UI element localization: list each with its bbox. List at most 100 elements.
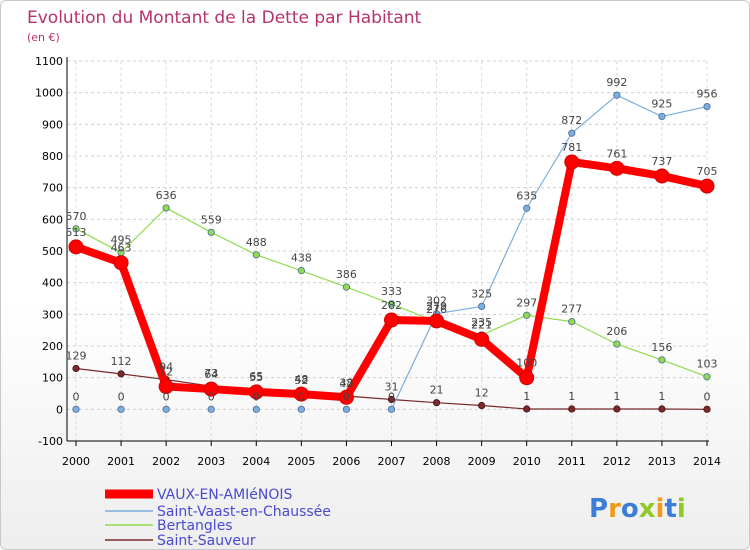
- legend-entry: VAUX-EN-AMIéNOIS: [157, 487, 293, 503]
- data-label: 72: [159, 366, 173, 379]
- data-point: [68, 239, 84, 255]
- data-label: 705: [697, 165, 718, 178]
- logo-letter: r: [608, 494, 621, 524]
- data-point: [384, 312, 399, 328]
- y-tick-label: 800: [42, 150, 63, 163]
- data-point: [387, 300, 396, 308]
- x-tick-label: 2012: [603, 455, 631, 468]
- data-point: [429, 313, 445, 329]
- data-label: 73: [204, 367, 218, 380]
- data-label: 0: [298, 390, 305, 403]
- chart-subtitle: (en €): [27, 31, 60, 44]
- data-point: [568, 318, 576, 326]
- data-label: 21: [430, 384, 444, 397]
- y-tick-label: 1100: [35, 55, 63, 68]
- data-point: [703, 373, 711, 381]
- data-label: 0: [163, 390, 170, 403]
- axes: -100010020030040050060070080090010001100…: [35, 55, 721, 468]
- data-point: [523, 311, 531, 319]
- data-point: [478, 401, 486, 410]
- data-label: 0: [118, 390, 125, 403]
- data-point: [297, 267, 305, 275]
- data-label: 297: [516, 296, 537, 309]
- data-point: [474, 331, 490, 347]
- data-point: [387, 395, 396, 404]
- data-point: [252, 251, 260, 259]
- data-label: 52: [294, 374, 308, 387]
- x-tick-label: 2013: [648, 455, 676, 468]
- x-tick-label: 2007: [378, 455, 406, 468]
- logo-letter: i: [677, 494, 686, 524]
- x-tick-label: 2001: [107, 455, 135, 468]
- data-point: [568, 129, 576, 137]
- data-point: [72, 225, 80, 233]
- data-label: 463: [111, 242, 132, 255]
- data-point: [203, 381, 219, 397]
- data-point: [703, 103, 711, 111]
- x-tick-label: 2003: [197, 455, 225, 468]
- data-point: [523, 405, 531, 413]
- data-label: 235: [471, 316, 492, 329]
- data-label: 0: [253, 390, 260, 403]
- data-label: 781: [561, 141, 582, 154]
- data-label: 925: [651, 97, 672, 110]
- data-point: [72, 364, 80, 373]
- logo-letter: i: [656, 494, 665, 524]
- x-tick-label: 2000: [62, 455, 90, 468]
- data-point: [252, 405, 260, 413]
- x-tick-label: 2011: [558, 455, 586, 468]
- y-tick-label: 300: [42, 308, 63, 321]
- data-label: 100: [516, 357, 537, 370]
- data-label: 386: [336, 268, 357, 281]
- data-label: 282: [381, 299, 402, 312]
- data-point: [519, 370, 535, 386]
- data-label: 438: [291, 252, 312, 265]
- data-label: 221: [471, 318, 492, 331]
- y-tick-label: 600: [42, 213, 63, 226]
- series-line-saint-vaast: [390, 94, 708, 410]
- y-tick-label: 700: [42, 182, 63, 195]
- y-tick-label: 0: [56, 403, 63, 416]
- data-labels: 129 112 94 73 65 52 42 31 21 12 1 1 1 1 0 570 495 636 559 4…: [66, 76, 718, 403]
- data-label: 1: [523, 390, 530, 403]
- data-label: 1: [658, 390, 665, 403]
- data-label: 276: [426, 303, 447, 316]
- y-tick-label: 100: [42, 372, 63, 385]
- data-label: 112: [111, 355, 132, 368]
- data-label: 636: [156, 189, 177, 202]
- data-label: 55: [249, 371, 263, 384]
- x-tick-label: 2006: [332, 455, 360, 468]
- data-point: [338, 389, 354, 405]
- data-label: 129: [66, 349, 87, 362]
- x-tick-label: 2005: [287, 455, 315, 468]
- data-label: 737: [651, 155, 672, 168]
- logo-letter: o: [621, 494, 639, 524]
- data-label: 1: [568, 390, 575, 403]
- data-point: [658, 112, 666, 121]
- data-label: 94: [159, 361, 173, 374]
- data-point: [207, 228, 215, 236]
- y-tick-label: 500: [42, 245, 63, 258]
- data-point: [248, 384, 264, 400]
- data-point: [293, 386, 309, 402]
- data-label: 42: [339, 377, 353, 390]
- data-point: [613, 405, 621, 413]
- data-point: [342, 405, 351, 413]
- data-label: 156: [651, 341, 672, 354]
- data-label: 279: [426, 300, 447, 313]
- data-label: 570: [66, 210, 87, 223]
- proxiti-logo: Proxiti: [589, 494, 686, 524]
- series-layer: [68, 91, 715, 413]
- data-label: 65: [249, 370, 263, 383]
- data-point: [158, 379, 174, 395]
- data-label: 38: [339, 376, 353, 389]
- data-label: 1: [613, 390, 620, 403]
- data-label: 103: [697, 358, 718, 371]
- data-label: 277: [561, 303, 582, 316]
- x-tick-label: 2004: [242, 455, 270, 468]
- data-point: [117, 405, 125, 413]
- x-tick-label: 2009: [468, 455, 496, 468]
- data-label: 206: [606, 325, 627, 338]
- data-label: 0: [73, 390, 80, 403]
